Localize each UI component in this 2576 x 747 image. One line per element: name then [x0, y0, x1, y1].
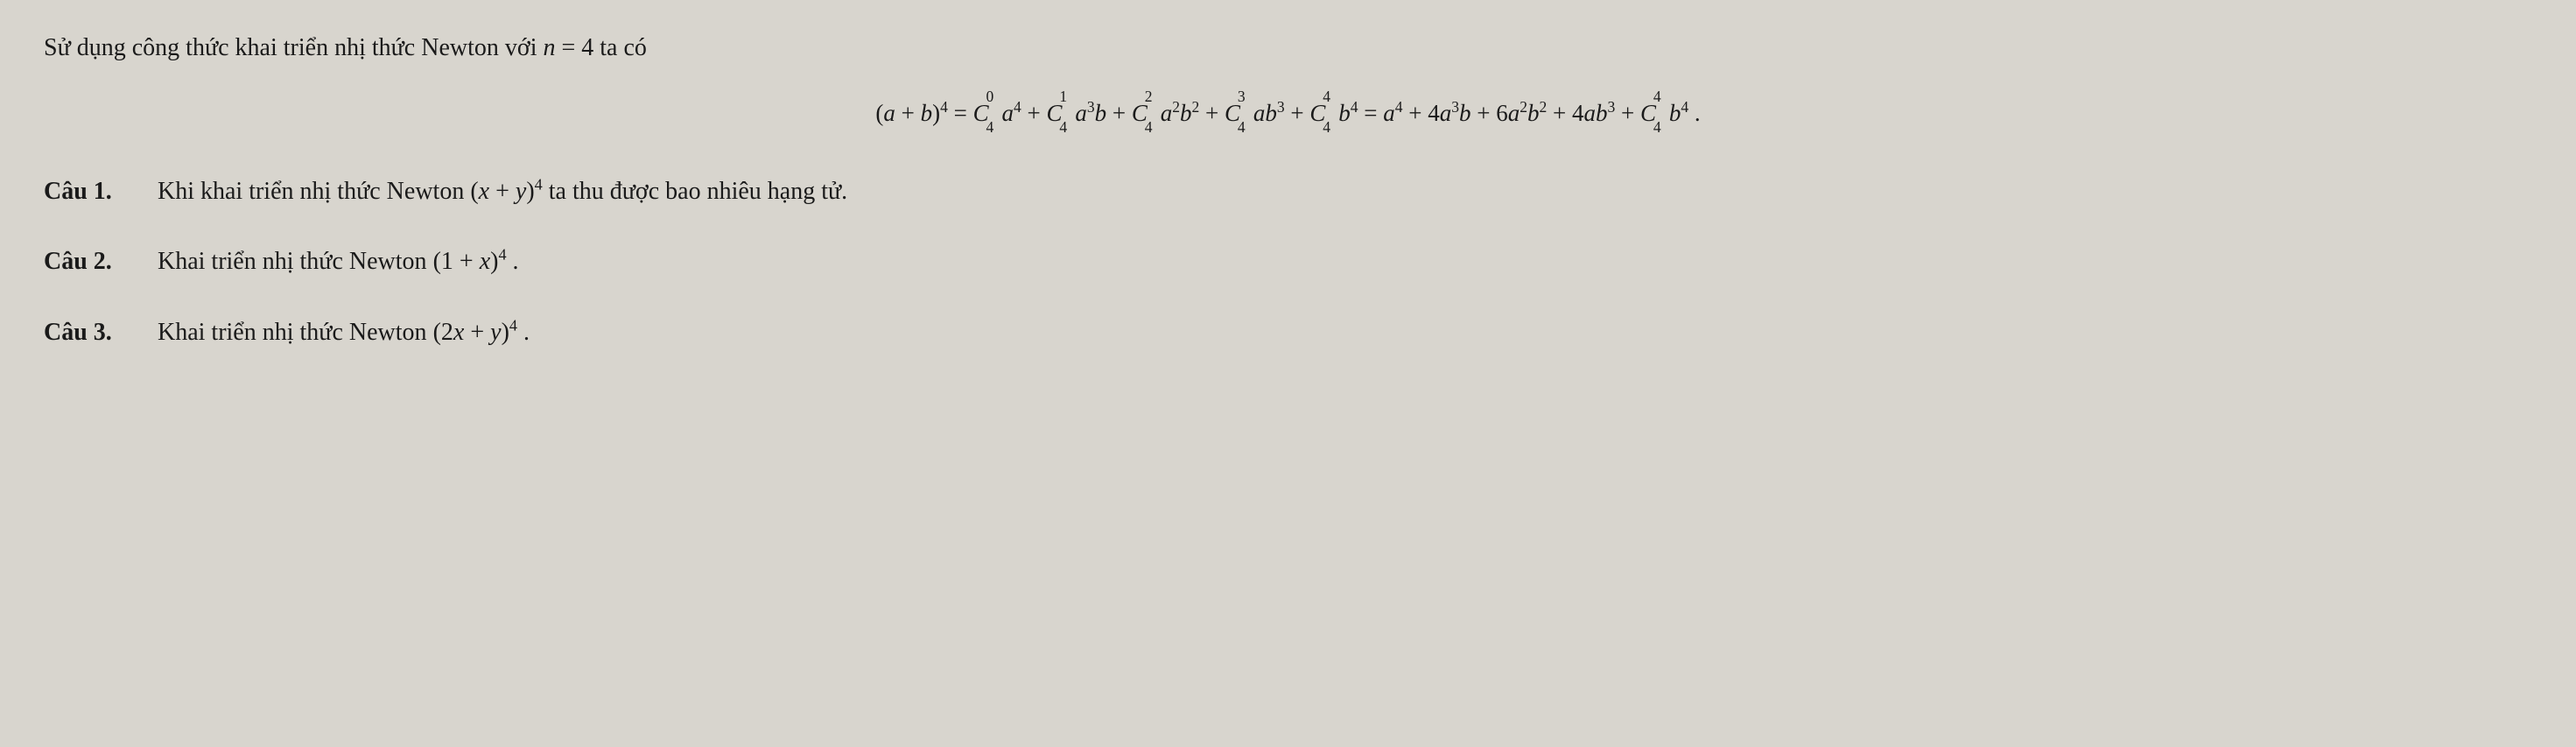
- question-1-label: Câu 1.: [44, 170, 158, 214]
- question-3-label: Câu 3.: [44, 311, 158, 355]
- question-1-text: Khi khai triển nhị thức Newton (x + y)4 …: [158, 170, 2532, 214]
- intro-math: n = 4: [543, 34, 593, 61]
- question-1: Câu 1. Khi khai triển nhị thức Newton (x…: [44, 170, 2532, 214]
- combo-c42: C24: [1132, 92, 1161, 135]
- combo-c43: C34: [1225, 92, 1253, 135]
- q1-math: (x + y)4: [470, 178, 542, 205]
- intro-prefix: Sử dụng công thức khai triển nhị thức Ne…: [44, 34, 543, 61]
- combo-c41: C14: [1047, 92, 1076, 135]
- question-2: Câu 2. Khai triển nhị thức Newton (1 + x…: [44, 240, 2532, 284]
- question-2-text: Khai triển nhị thức Newton (1 + x)4 .: [158, 240, 2532, 284]
- question-3-text: Khai triển nhị thức Newton (2x + y)4 .: [158, 311, 2532, 355]
- combo-c40: C04: [973, 92, 1002, 135]
- question-3: Câu 3. Khai triển nhị thức Newton (2x + …: [44, 311, 2532, 355]
- q3-math: (2x + y)4: [433, 319, 517, 346]
- intro-suffix: ta có: [593, 34, 647, 61]
- main-formula: (a + b)4 = C04a4 + C14a3b + C24a2b2 + C3…: [44, 92, 2532, 135]
- combo-c44: C44: [1309, 92, 1338, 135]
- question-2-label: Câu 2.: [44, 240, 158, 284]
- intro-text: Sử dụng công thức khai triển nhị thức Ne…: [44, 26, 2532, 70]
- combo-c44b: C44: [1640, 92, 1669, 135]
- q2-math: (1 + x)4: [433, 248, 507, 275]
- formula-content: (a + b)4 = C04a4 + C14a3b + C24a2b2 + C3…: [875, 100, 1700, 126]
